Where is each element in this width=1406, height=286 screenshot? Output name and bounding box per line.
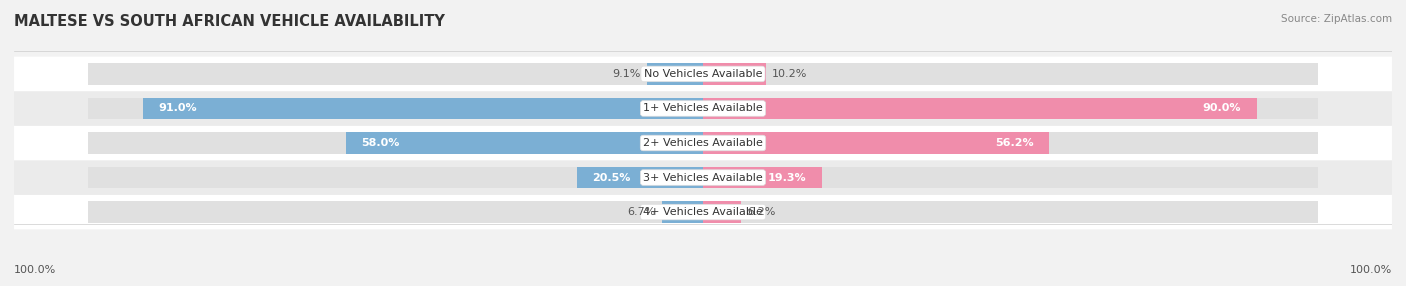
Bar [703, 201, 1319, 223]
FancyBboxPatch shape [14, 160, 1392, 195]
Text: 3+ Vehicles Available: 3+ Vehicles Available [643, 172, 763, 182]
Bar [703, 132, 1049, 154]
Text: 56.2%: 56.2% [994, 138, 1033, 148]
Bar [87, 201, 703, 223]
Bar [647, 63, 703, 85]
Text: MALTESE VS SOUTH AFRICAN VEHICLE AVAILABILITY: MALTESE VS SOUTH AFRICAN VEHICLE AVAILAB… [14, 14, 444, 29]
Text: 20.5%: 20.5% [592, 172, 631, 182]
Text: 90.0%: 90.0% [1202, 104, 1241, 114]
Bar [703, 167, 821, 188]
Text: 6.7%: 6.7% [627, 207, 655, 217]
FancyBboxPatch shape [14, 195, 1392, 229]
Text: 19.3%: 19.3% [768, 172, 807, 182]
Bar [87, 167, 703, 188]
Bar [703, 98, 1257, 119]
Text: 9.1%: 9.1% [613, 69, 641, 79]
FancyBboxPatch shape [14, 57, 1392, 91]
Bar [703, 63, 1319, 85]
Bar [346, 132, 703, 154]
Text: 100.0%: 100.0% [14, 265, 56, 275]
Text: 58.0%: 58.0% [361, 138, 399, 148]
Legend: Maltese, South African: Maltese, South African [612, 283, 794, 286]
FancyBboxPatch shape [14, 126, 1392, 160]
Text: 100.0%: 100.0% [1350, 265, 1392, 275]
Bar [703, 98, 1319, 119]
Text: 1+ Vehicles Available: 1+ Vehicles Available [643, 104, 763, 114]
Bar [703, 201, 741, 223]
Bar [87, 63, 703, 85]
Bar [87, 132, 703, 154]
Bar [87, 98, 703, 119]
Bar [703, 132, 1319, 154]
Text: 6.2%: 6.2% [748, 207, 776, 217]
Bar [662, 201, 703, 223]
Text: No Vehicles Available: No Vehicles Available [644, 69, 762, 79]
Bar [576, 167, 703, 188]
Text: Source: ZipAtlas.com: Source: ZipAtlas.com [1281, 14, 1392, 24]
Bar [143, 98, 703, 119]
Text: 91.0%: 91.0% [159, 104, 197, 114]
FancyBboxPatch shape [14, 91, 1392, 126]
Text: 4+ Vehicles Available: 4+ Vehicles Available [643, 207, 763, 217]
Bar [703, 63, 766, 85]
Text: 10.2%: 10.2% [772, 69, 807, 79]
Text: 2+ Vehicles Available: 2+ Vehicles Available [643, 138, 763, 148]
Bar [703, 167, 1319, 188]
